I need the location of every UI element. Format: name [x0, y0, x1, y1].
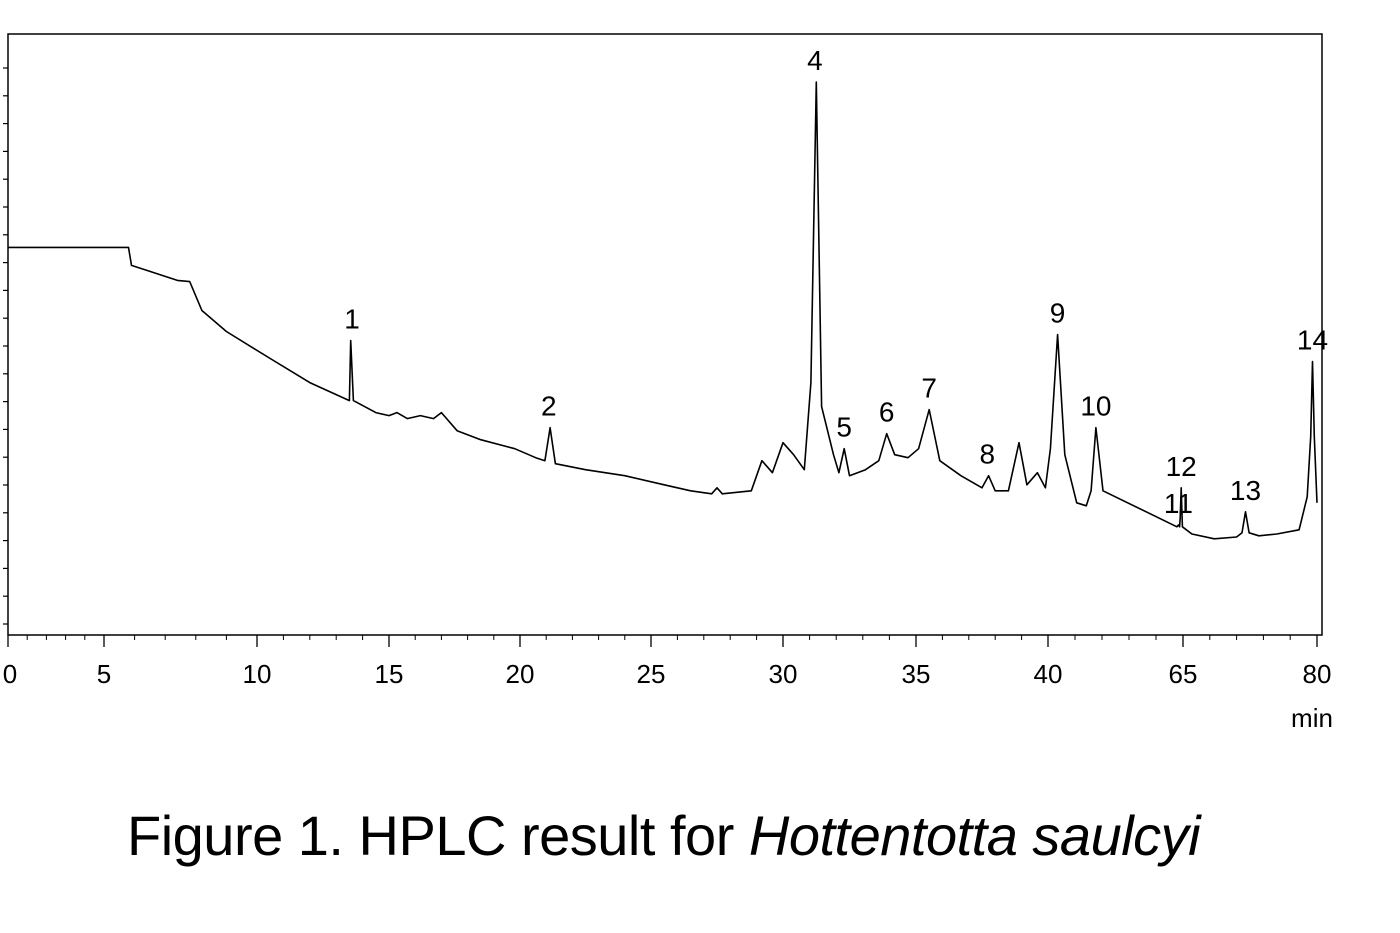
x-tick-label: 30: [769, 659, 798, 689]
x-tick-label: 5: [97, 659, 111, 689]
peak-label-9: 9: [1050, 298, 1066, 329]
peak-label-13: 13: [1230, 475, 1261, 506]
caption-text: Figure 1. HPLC result for: [127, 804, 749, 867]
peak-label-10: 10: [1080, 391, 1111, 422]
x-tick-label: 10: [243, 659, 272, 689]
peak-label-12: 12: [1166, 451, 1197, 482]
x-tick-label: 65: [1169, 659, 1198, 689]
x-tick-label: 0: [3, 659, 17, 689]
peak-label-2: 2: [541, 391, 557, 422]
x-axis-unit-label: min: [1291, 703, 1333, 733]
peak-label-14: 14: [1297, 325, 1328, 356]
x-tick-label: 25: [637, 659, 666, 689]
peak-label-6: 6: [879, 397, 895, 428]
x-tick-label: 35: [902, 659, 931, 689]
caption-species: Hottentotta saulcyi: [748, 804, 1201, 867]
peak-label-5: 5: [836, 412, 852, 443]
peak-label-8: 8: [980, 439, 996, 470]
peak-label-4: 4: [807, 45, 823, 76]
chromatogram-trace: [8, 81, 1318, 540]
peak-label-7: 7: [921, 373, 937, 404]
y-axis-ticks: [3, 67, 8, 625]
x-tick-label: 15: [375, 659, 404, 689]
x-tick-label: 80: [1303, 659, 1332, 689]
figure-caption: Figure 1. HPLC result for Hottentotta sa…: [127, 803, 1201, 868]
x-tick-label: 20: [506, 659, 535, 689]
x-axis: 0 5 10 15 20 25 30 35 40 65 80: [3, 635, 1332, 689]
plot-frame: [7, 33, 1323, 636]
peak-label-11: 11: [1164, 488, 1193, 519]
x-tick-label: 40: [1034, 659, 1063, 689]
peak-label-1: 1: [344, 304, 360, 335]
